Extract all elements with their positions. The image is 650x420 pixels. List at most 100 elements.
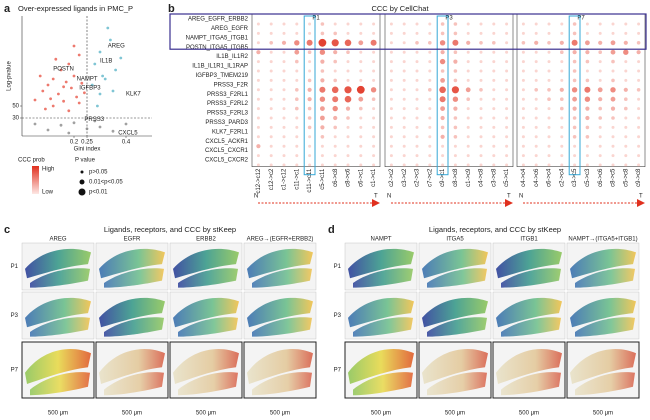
dot: [440, 50, 445, 55]
color-bar: [32, 166, 39, 194]
dot: [269, 135, 273, 139]
dot: [346, 144, 350, 148]
scale-bar: 500 μm: [122, 411, 142, 417]
dot: [389, 88, 393, 92]
point: [85, 127, 89, 131]
dot: [624, 144, 628, 148]
dot: [344, 86, 352, 94]
dot: [492, 135, 496, 139]
dot: [319, 49, 326, 55]
dot: [308, 135, 312, 139]
dot: [428, 135, 432, 139]
dot: [428, 144, 432, 148]
dot: [441, 144, 445, 148]
dot: [295, 125, 299, 129]
dot: [333, 50, 338, 55]
row-label: P1: [11, 264, 19, 270]
dot: [371, 97, 376, 101]
tissue: [30, 268, 90, 288]
dot: [439, 58, 446, 65]
point: [44, 107, 47, 111]
dot: [415, 50, 419, 54]
dot: [428, 41, 432, 45]
dot: [492, 144, 496, 148]
dot: [428, 125, 432, 129]
dot: [479, 154, 483, 158]
dot: [295, 154, 299, 158]
dot: [256, 107, 260, 111]
tissue: [348, 248, 414, 279]
annotation: POSTN: [53, 66, 74, 72]
dot: [610, 96, 616, 102]
dot: [389, 31, 393, 35]
dot: [547, 88, 551, 92]
dot: [521, 107, 525, 111]
dot: [269, 163, 273, 167]
dot: [269, 31, 273, 35]
dot: [572, 50, 577, 55]
tissue: [496, 348, 562, 384]
dot: [636, 41, 641, 45]
annotation: NAMPT: [77, 77, 98, 83]
annotation: IL1B: [100, 59, 112, 65]
point: [77, 101, 81, 105]
dot: [282, 22, 286, 26]
dot: [256, 163, 260, 167]
dot: [320, 69, 325, 73]
point: [49, 97, 52, 101]
dot: [479, 41, 483, 45]
dot: [256, 31, 260, 35]
tissue: [496, 297, 562, 328]
point: [77, 53, 81, 57]
dot: [505, 144, 509, 148]
dot: [479, 135, 483, 139]
dot: [439, 96, 446, 103]
dot: [572, 125, 577, 130]
tissue: [348, 348, 414, 384]
dot: [534, 60, 538, 64]
dot: [295, 144, 299, 148]
dot: [320, 163, 324, 167]
dot: [637, 31, 641, 35]
column-label: c1->c9: [466, 168, 472, 187]
dot: [370, 87, 377, 93]
dot: [359, 106, 363, 111]
dot: [320, 78, 325, 83]
dot: [428, 78, 432, 82]
dot: [359, 69, 363, 73]
panel-title: CCC by CellChat: [371, 4, 429, 13]
dot: [453, 59, 458, 64]
dot: [572, 116, 577, 120]
dot: [269, 41, 274, 45]
dot: [573, 154, 577, 158]
dot: [428, 31, 432, 35]
point: [59, 123, 63, 127]
dot: [372, 78, 376, 82]
dot: [598, 78, 602, 82]
dot: [402, 78, 406, 82]
dot: [256, 69, 260, 73]
dot: [479, 116, 483, 120]
point: [98, 50, 102, 54]
end-label: T: [639, 194, 643, 200]
dot: [389, 50, 393, 54]
dot: [492, 107, 496, 111]
dot: [624, 22, 628, 26]
dot: [534, 154, 538, 158]
dot: [572, 96, 577, 102]
dot: [534, 116, 538, 120]
dot: [402, 144, 406, 148]
dot: [256, 125, 260, 129]
tissue: [30, 372, 90, 396]
tissue: [30, 317, 90, 337]
dot: [269, 144, 273, 148]
dot: [346, 125, 350, 129]
dot: [372, 116, 376, 120]
tissue: [173, 348, 239, 384]
dot: [372, 107, 376, 111]
dot: [597, 87, 603, 93]
dot: [521, 125, 525, 129]
dot: [269, 97, 273, 101]
tissue: [178, 317, 238, 337]
dot: [492, 125, 496, 129]
